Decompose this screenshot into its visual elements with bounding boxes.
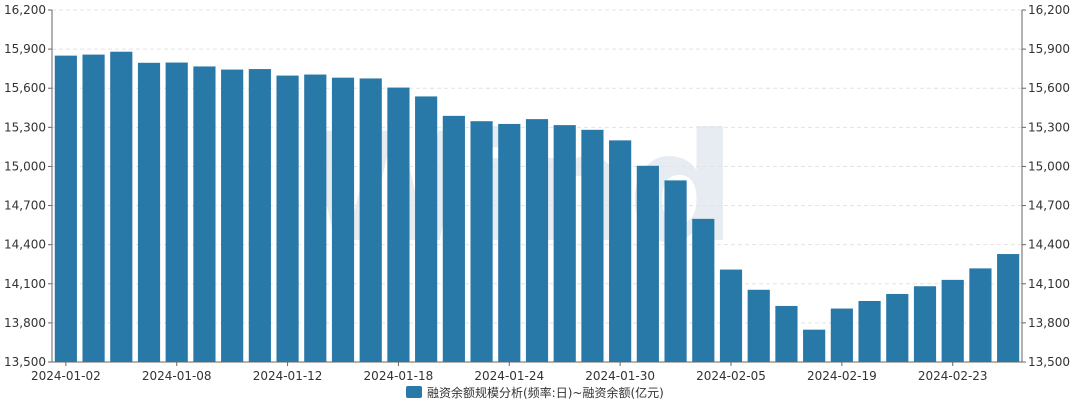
y-tick-label-right: 13,500 — [1028, 355, 1070, 369]
y-tick-label-right: 15,900 — [1028, 42, 1070, 56]
y-tick-label-right: 14,700 — [1028, 199, 1070, 213]
legend-swatch — [406, 386, 422, 398]
bar[interactable]: 2024-02-20: 13968 — [858, 300, 881, 362]
y-tick-label-left: 13,800 — [4, 316, 46, 330]
y-tick-label-right: 15,000 — [1028, 159, 1070, 173]
x-tick-label: 2024-01-12 — [253, 369, 323, 383]
bar[interactable]: 2024-01-17: 15675 — [359, 78, 382, 362]
bar[interactable]: 2024-02-22: 14081 — [913, 286, 937, 362]
x-tick-label: 2024-01-24 — [474, 369, 544, 383]
y-tick-label-left: 15,300 — [4, 120, 46, 134]
x-tick-label: 2024-01-30 — [585, 369, 655, 383]
bar[interactable]: 2024-01-23: 15347 — [470, 121, 493, 362]
bar[interactable]: 2024-02-06: 14054 — [747, 289, 770, 362]
bar[interactable]: 2024-01-04: 15880 — [110, 51, 133, 363]
legend[interactable]: 融资余额规模分析(频率:日)~融资余额(亿元) — [406, 385, 664, 400]
y-tick-label-left: 14,400 — [4, 238, 46, 252]
bar[interactable]: 2024-01-08: 15797 — [165, 62, 188, 363]
legend-label: 融资余额规模分析(频率:日)~融资余额(亿元) — [427, 385, 664, 400]
bar[interactable]: 2024-02-27: 14328 — [997, 254, 1020, 362]
bar[interactable]: 2024-01-30: 15200 — [609, 140, 632, 362]
bar[interactable]: 2024-01-24: 15326 — [498, 123, 521, 363]
bar[interactable]: 2024-01-05: 15795 — [137, 62, 161, 363]
y-tick-label-left: 15,600 — [4, 81, 46, 95]
y-tick-label-left: 13,500 — [4, 355, 46, 369]
bar[interactable]: 2024-02-01: 14893 — [664, 180, 687, 362]
y-tick-label-right: 15,300 — [1028, 120, 1070, 134]
bar[interactable]: 2024-01-09: 15767 — [193, 66, 216, 362]
x-axis-ticks: 2024-01-02 2024-01-08 2024-01-12 2024-01-18… — [31, 362, 988, 383]
y-tick-label-right: 13,800 — [1028, 316, 1070, 330]
bar[interactable]: 2024-01-11: 15747 — [248, 69, 271, 363]
bar[interactable]: 2024-01-22: 15388 — [442, 115, 465, 362]
y-axis-left-ticks: 13,500 13,800 14,100 14,400 14,700 15,000 15,3… — [4, 3, 52, 369]
y-tick-label-left: 14,700 — [4, 199, 46, 213]
y-tick-label-right: 14,400 — [1028, 238, 1070, 252]
bar[interactable]: 2024-02-19: 13910 — [830, 308, 853, 362]
y-tick-label-right: 14,100 — [1028, 277, 1070, 291]
bar[interactable]: 2024-02-21: 14022 — [886, 293, 909, 362]
y-tick-label-left: 14,100 — [4, 277, 46, 291]
axes — [51, 10, 1023, 363]
bar[interactable]: 2024-02-23: 14130 — [941, 279, 964, 362]
bar[interactable]: 2024-01-02: 15850 — [54, 55, 77, 362]
bar[interactable]: 2024-01-12: 15697 — [276, 75, 299, 362]
y-tick-label-left: 15,000 — [4, 159, 46, 173]
bar[interactable]: 2024-01-16: 15681 — [331, 77, 355, 362]
y-tick-label-left: 16,200 — [4, 3, 46, 17]
bar[interactable]: 2024-02-08: 13748 — [803, 329, 826, 362]
x-tick-label: 2024-02-23 — [918, 369, 988, 383]
y-tick-label-left: 15,900 — [4, 42, 46, 56]
bar[interactable]: 2024-01-19: 15537 — [415, 96, 438, 363]
y-tick-label-right: 16,200 — [1028, 3, 1070, 17]
bar[interactable]: 2024-02-05: 14209 — [719, 269, 743, 362]
bars: 2024-01-02: 158502024-01-03: 158582024-0… — [54, 51, 1020, 363]
bar[interactable]: 2024-01-26: 15317 — [553, 125, 576, 362]
x-tick-label: 2024-01-08 — [142, 369, 212, 383]
x-tick-label: 2024-02-19 — [807, 369, 877, 383]
bar[interactable]: 2024-02-07: 13930 — [775, 305, 798, 362]
y-tick-label-right: 15,600 — [1028, 81, 1070, 95]
bar[interactable]: 2024-01-25: 15363 — [525, 119, 549, 363]
bar[interactable]: 2024-01-18: 15605 — [387, 87, 410, 362]
y-axis-right-ticks: 13,500 13,800 14,100 14,400 14,700 15,000 15,3… — [1022, 3, 1070, 369]
bar[interactable]: 2024-01-15: 15705 — [304, 74, 327, 363]
bar[interactable]: 2024-01-31: 15005 — [636, 165, 659, 362]
x-tick-label: 2024-01-02 — [31, 369, 101, 383]
bar[interactable]: 2024-02-26: 14218 — [969, 268, 992, 362]
x-tick-label: 2024-02-05 — [696, 369, 766, 383]
x-tick-label: 2024-01-18 — [364, 369, 434, 383]
bar[interactable]: 2024-01-10: 15743 — [221, 69, 244, 363]
bar[interactable]: 2024-02-02: 14598 — [692, 218, 715, 362]
bar[interactable]: 2024-01-03: 15858 — [82, 54, 105, 362]
bar[interactable]: 2024-01-29: 15281 — [581, 129, 604, 362]
